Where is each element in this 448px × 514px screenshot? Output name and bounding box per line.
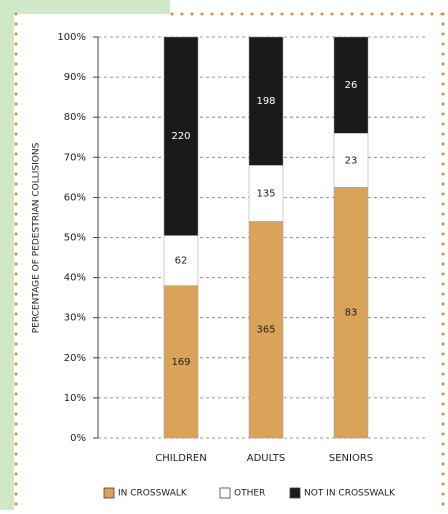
y-tick-label: 20% (64, 353, 86, 364)
bar-segment (333, 36, 369, 134)
data-label: 169 (171, 357, 190, 368)
y-tick-label: 70% (64, 152, 86, 163)
data-label: 220 (171, 131, 190, 142)
x-tick-label: SENIORS (329, 453, 373, 464)
y-tick-label: 50% (64, 233, 86, 244)
legend-swatch (219, 487, 231, 499)
legend-label: IN CROSSWALK (118, 489, 188, 499)
data-label: 62 (175, 256, 188, 267)
bar-segment (248, 165, 284, 222)
data-label: 26 (345, 80, 358, 91)
bar-segment (163, 235, 199, 286)
legend-swatch (103, 487, 115, 499)
y-tick-label: 40% (64, 273, 86, 284)
y-tick-label: 30% (64, 313, 86, 324)
data-label: 135 (256, 188, 275, 199)
x-tick-label: ADULTS (247, 453, 286, 464)
bar-segment (163, 36, 199, 236)
data-label: 365 (256, 325, 275, 336)
green-band (0, 0, 170, 14)
data-label: 83 (345, 308, 358, 319)
bar-segment (333, 187, 369, 439)
x-tick-label: CHILDREN (155, 453, 206, 464)
y-axis-title: PERCENTAGE OF PEDESTRIAN COLLISIONS (32, 142, 42, 333)
data-label: 23 (345, 155, 358, 166)
legend-swatch (289, 487, 301, 499)
bar-segment (333, 132, 369, 188)
green-band (0, 0, 14, 510)
y-tick-label: 80% (64, 112, 86, 123)
legend-label: OTHER (234, 489, 265, 499)
y-tick-label: 60% (64, 192, 86, 203)
y-tick-label: 10% (64, 393, 86, 404)
legend-label: NOT IN CROSSWALK (304, 489, 396, 499)
y-tick-label: 100% (57, 32, 86, 43)
data-label: 198 (256, 96, 275, 107)
bar-segment (163, 285, 199, 439)
y-tick-label: 90% (64, 72, 86, 83)
bar-segment (248, 36, 284, 166)
y-tick-label: 0% (70, 433, 86, 444)
bar-segment (248, 221, 284, 439)
